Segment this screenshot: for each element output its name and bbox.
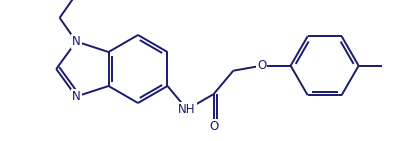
Text: O: O (257, 59, 266, 72)
Text: O: O (209, 120, 218, 133)
Text: N: N (72, 90, 81, 103)
Text: NH: NH (178, 103, 196, 116)
Text: N: N (72, 35, 81, 48)
